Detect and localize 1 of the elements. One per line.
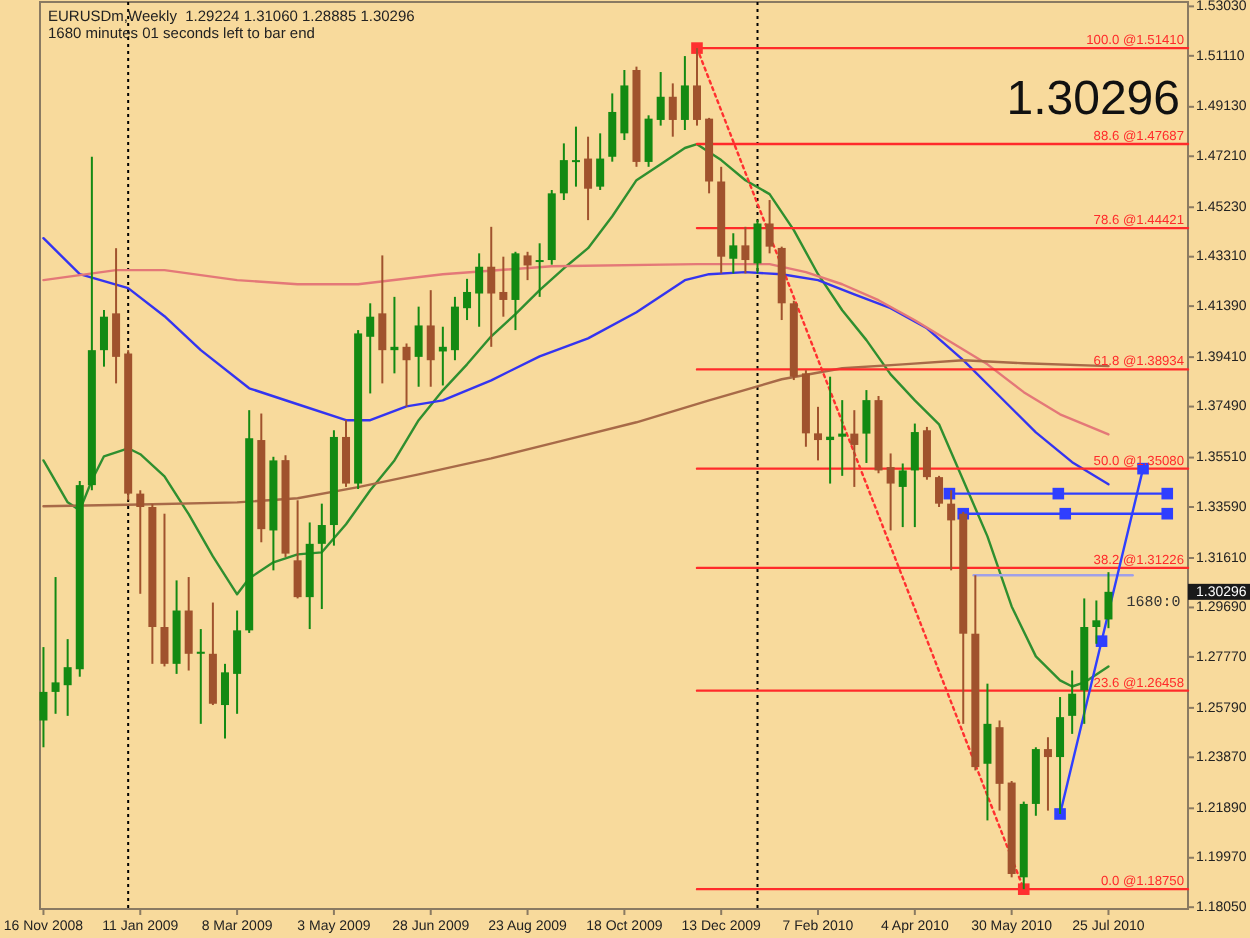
annotation: 1.30296 [1006, 72, 1180, 126]
